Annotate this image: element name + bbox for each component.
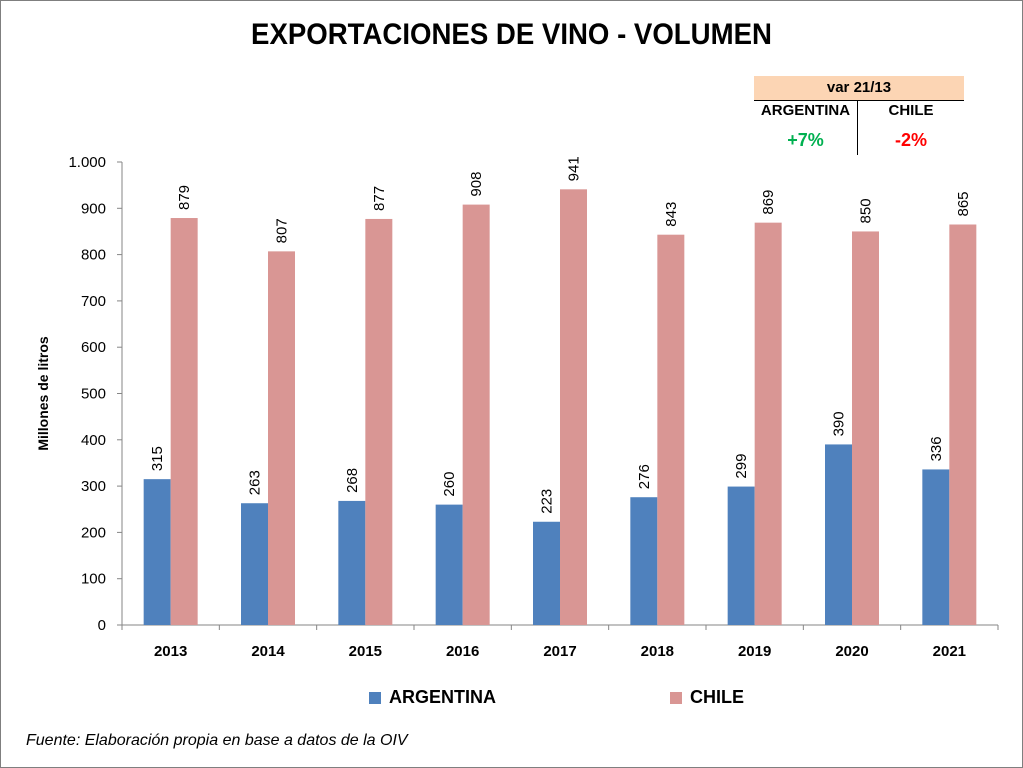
x-tick-label: 2015 — [349, 643, 382, 660]
data-label-chile: 869 — [760, 190, 777, 215]
bar-chile-2015 — [365, 218, 393, 625]
chart-title: EXPORTACIONES DE VINO - VOLUMEN — [251, 18, 772, 51]
data-label-argentina: 299 — [733, 454, 750, 479]
variation-divider-vertical — [857, 100, 858, 155]
x-tick-label: 2016 — [446, 643, 479, 660]
variation-country-argentina: ARGENTINA — [760, 102, 851, 119]
bar-chile-2018 — [657, 234, 685, 626]
bar-chile-2019 — [754, 222, 782, 625]
data-label-chile: 879 — [176, 185, 193, 210]
y-tick-label: 500 — [81, 386, 106, 403]
legend-label-chile: CHILE — [690, 687, 744, 707]
bar-argentina-2019 — [727, 486, 755, 625]
y-tick-label: 800 — [81, 247, 106, 264]
data-label-chile: 865 — [955, 191, 972, 216]
variation-divider-horizontal — [754, 100, 964, 101]
variation-value-argentina: +7% — [787, 130, 824, 150]
bar-chile-2014 — [268, 251, 295, 625]
legend-swatch-argentina — [369, 691, 381, 704]
y-tick-label: 0 — [98, 617, 106, 634]
y-tick-label: 1.000 — [68, 154, 106, 171]
legend-item-chile: CHILE — [670, 687, 744, 708]
bar-chart: 0 100 200 300 400 500 600 700 800 900 1.000 Millone… — [35, 154, 999, 660]
data-label-argentina: 390 — [831, 411, 848, 436]
bar-argentina-2020 — [825, 444, 852, 625]
x-tick-label: 2019 — [738, 643, 771, 660]
bar-chile-2020 — [852, 231, 879, 625]
y-tick-label: 600 — [81, 339, 106, 356]
data-label-argentina: 263 — [247, 470, 264, 495]
y-tick-label: 200 — [81, 524, 106, 541]
data-label-chile: 877 — [371, 186, 388, 211]
data-label-chile: 807 — [274, 218, 291, 243]
data-label-argentina: 268 — [344, 468, 361, 493]
data-label-chile: 941 — [566, 156, 583, 181]
variation-header: var 21/13 — [754, 76, 964, 100]
data-label-chile: 843 — [663, 202, 680, 227]
y-tick-label: 900 — [81, 200, 106, 217]
data-label-argentina: 223 — [539, 489, 556, 514]
y-tick-label: 400 — [81, 432, 106, 449]
bar-chile-2013 — [170, 218, 198, 625]
legend-label-argentina: ARGENTINA — [389, 687, 496, 707]
data-label-chile: 908 — [468, 172, 485, 197]
x-tick-label: 2017 — [543, 643, 576, 660]
bar-chile-2017 — [560, 189, 587, 625]
data-label-argentina: 260 — [441, 472, 458, 497]
x-tick-label: 2021 — [933, 643, 966, 660]
bar-argentina-2018 — [630, 497, 658, 625]
y-tick-label: 300 — [81, 478, 106, 495]
bar-argentina-2021 — [922, 469, 950, 625]
variation-country-chile: CHILE — [888, 102, 934, 119]
legend-swatch-chile — [670, 691, 682, 704]
variation-value-chile: -2% — [894, 130, 927, 150]
data-label-argentina: 336 — [928, 436, 945, 461]
data-label-chile: 850 — [858, 198, 875, 223]
bar-argentina-2015 — [338, 500, 366, 625]
bar-argentina-2013 — [143, 479, 171, 625]
x-tick-label: 2020 — [835, 643, 868, 660]
data-label-argentina: 276 — [636, 464, 653, 489]
x-tick-label: 2018 — [641, 643, 674, 660]
source-footnote: Fuente: Elaboración propia en base a dat… — [26, 732, 408, 749]
y-tick-label: 100 — [81, 571, 106, 588]
data-label-argentina: 315 — [149, 446, 166, 471]
bar-argentina-2014 — [241, 503, 268, 625]
bar-chile-2021 — [949, 224, 977, 625]
y-tick-label: 700 — [81, 293, 106, 310]
bar-argentina-2016 — [435, 504, 463, 625]
x-tick-label: 2013 — [154, 643, 187, 660]
y-axis-title: Millones de litros — [35, 336, 51, 451]
legend-item-argentina: ARGENTINA — [369, 687, 496, 708]
x-tick-label: 2014 — [251, 643, 285, 660]
bar-chile-2016 — [462, 204, 490, 625]
bar-argentina-2017 — [533, 521, 560, 625]
